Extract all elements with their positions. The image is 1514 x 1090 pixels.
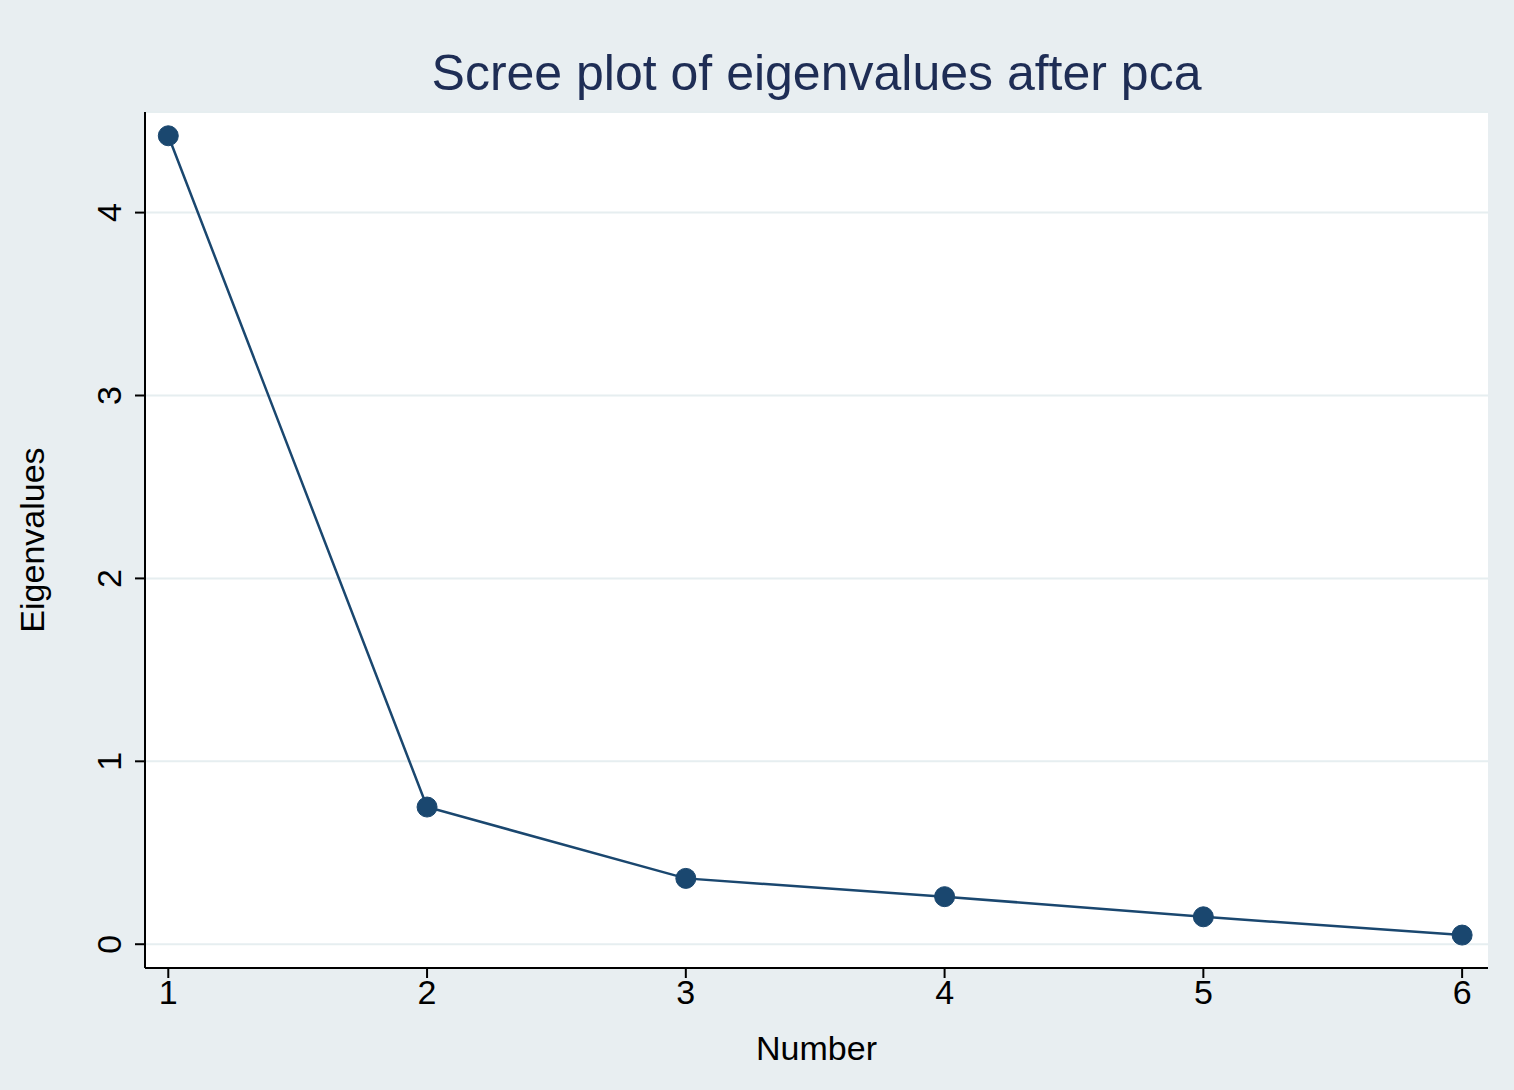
svg-text:6: 6 (1453, 973, 1472, 1011)
svg-text:4: 4 (935, 973, 954, 1011)
svg-text:2: 2 (418, 973, 437, 1011)
svg-text:3: 3 (90, 386, 128, 405)
svg-text:Eigenvalues: Eigenvalues (13, 447, 51, 632)
svg-text:0: 0 (90, 935, 128, 954)
svg-text:2: 2 (90, 569, 128, 588)
svg-text:5: 5 (1194, 973, 1213, 1011)
svg-text:Number: Number (756, 1029, 877, 1067)
html-text:Scree plot of eigenvalues afte: Scree plot of eigenvalues after pca (431, 45, 1202, 101)
svg-text:1: 1 (90, 752, 128, 771)
svg-text:1: 1 (159, 973, 178, 1011)
svg-text:3: 3 (676, 973, 695, 1011)
svg-text:4: 4 (90, 203, 128, 222)
